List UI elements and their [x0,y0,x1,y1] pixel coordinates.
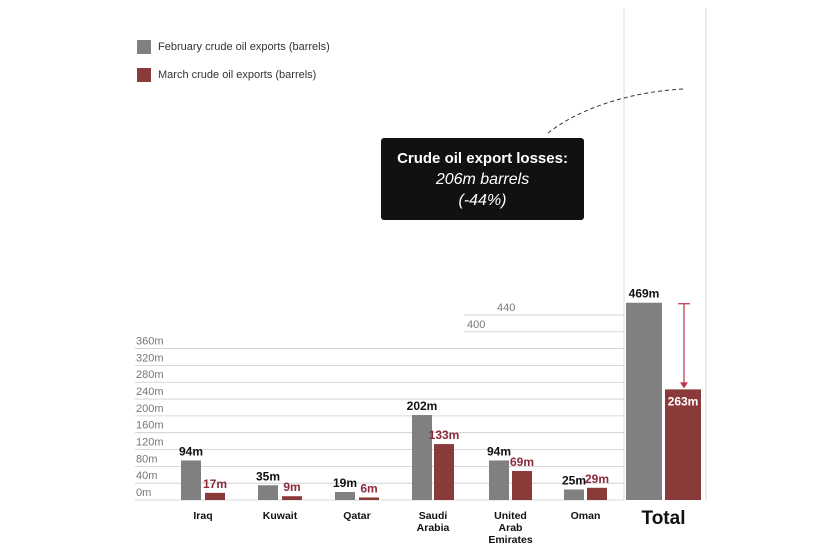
value-label-march: 69m [510,455,534,469]
category-label: Qatar [343,510,370,522]
bar-february [335,492,355,500]
callout-title: Crude oil export losses: [397,150,568,167]
category-label: Arab [499,522,523,534]
value-label-march: 29m [585,472,609,486]
bar-march [665,389,701,500]
bar-february [258,485,278,500]
bar-february [626,302,662,500]
bar-march [434,444,454,500]
bar-layer [181,302,701,500]
legend: February crude oil exports (barrels) Mar… [137,40,330,96]
value-label-march: 9m [283,480,300,494]
category-label: Kuwait [263,510,298,522]
y-tick-label: 320m [136,352,164,364]
callout-loss-percent: (-44%) [458,192,507,209]
value-label-march: 17m [203,477,227,491]
value-label-march: 6m [360,481,377,495]
value-label-february: 94m [179,444,203,458]
value-label-march: 263m [668,394,699,408]
category-label: Oman [571,510,601,522]
bar-march [205,492,225,500]
y-tick-label: 280m [136,369,164,381]
value-label-february: 202m [407,399,438,413]
value-label-february: 25m [562,473,586,487]
bar-march [282,496,302,500]
callout-connector [547,88,684,134]
value-label-february: 35m [256,469,280,483]
y-tick-label: 160m [136,420,164,432]
category-label: United [494,510,527,522]
value-label-march: 133m [429,428,460,442]
y-tick-label: 40m [136,470,157,482]
legend-swatch-february [137,40,151,54]
loss-callout: Crude oil export losses: 206m barrels (-… [381,138,584,220]
bar-february [564,489,584,500]
annotation-layer [547,88,690,389]
legend-label-february: February crude oil exports (barrels) [158,41,330,53]
y-tick-label: 120m [136,437,164,449]
bar-february [489,460,509,500]
bar-february [412,415,432,500]
y-tick-label: 240m [136,386,164,398]
bar-march [587,487,607,500]
y-tick-label: 400 [467,319,485,331]
y-tick-label: 0m [136,487,151,499]
loss-arrow-head [680,382,688,389]
bar-february [181,460,201,500]
bar-march [512,470,532,500]
y-tick-label: 440 [497,302,515,314]
category-label: Iraq [193,510,212,522]
bar-march [359,497,379,500]
y-tick-label: 200m [136,403,164,415]
category-label: Saudi [419,510,448,522]
category-label: Arabia [417,522,450,534]
legend-swatch-march [137,68,151,82]
y-tick-label: 80m [136,453,157,465]
value-label-february: 469m [629,287,660,301]
grid-layer: 0m 40m 80m 120m 160m 200m 240m 280m 320m 360m 400 4… [135,8,707,501]
legend-label-march: March crude oil exports (barrels) [158,69,317,81]
category-label: Emirates [488,534,533,546]
callout-loss-value: 206m barrels [435,171,530,188]
legend-item-february: February crude oil exports (barrels) [137,40,330,54]
value-label-february: 94m [487,444,511,458]
category-label: Total [642,508,686,529]
legend-item-march: March crude oil exports (barrels) [137,68,330,82]
value-label-february: 19m [333,476,357,490]
y-tick-label: 360m [136,336,164,348]
